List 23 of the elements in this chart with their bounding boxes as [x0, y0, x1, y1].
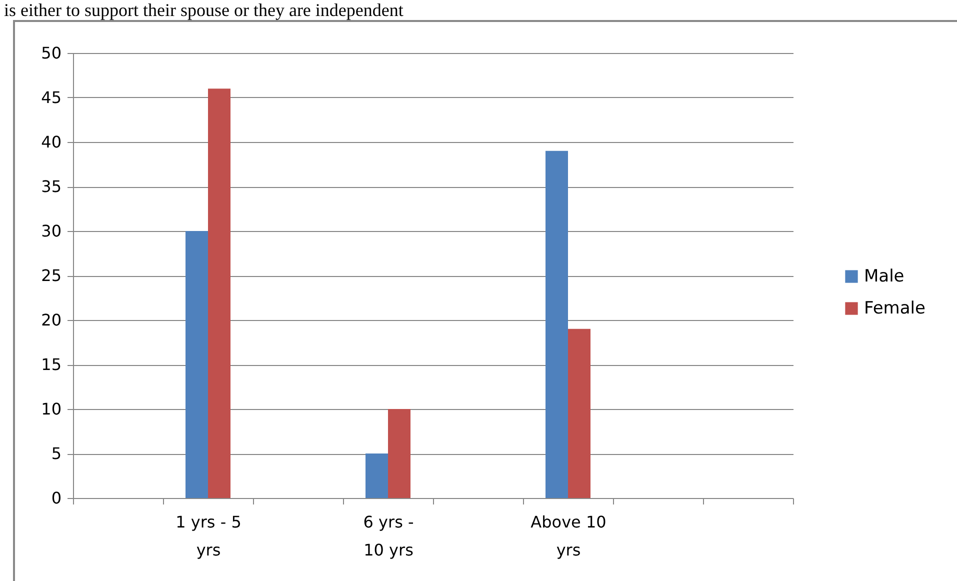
y-tick-label: 5: [51, 444, 62, 463]
y-tick-label: 45: [41, 88, 62, 107]
y-tick-label: 50: [41, 44, 62, 62]
legend-label: Female: [864, 298, 926, 318]
x-tick-label: 1 yrs - 5 yrs: [176, 512, 242, 560]
legend-label: Male: [864, 266, 904, 286]
y-tick-label: 30: [41, 222, 62, 240]
y-tick-label: 0: [51, 488, 62, 508]
bar: [186, 231, 208, 498]
bar: [208, 88, 230, 498]
bar: [568, 328, 590, 498]
bar: [388, 409, 410, 498]
y-tick-label: 20: [41, 310, 62, 330]
bar: [546, 150, 568, 498]
y-tick-label: 15: [41, 355, 62, 374]
y-tick-label: 35: [41, 177, 62, 196]
bar: [366, 454, 388, 498]
x-tick-label: 6 yrs - 10 yrs: [363, 512, 414, 560]
chart-title: is either to support their spouse or they are independent: [4, 0, 404, 20]
y-tick-label: 10: [41, 400, 62, 418]
y-tick-label: 40: [41, 132, 62, 152]
y-tick-label: 25: [41, 266, 62, 285]
x-tick-label: Above 10 yrs: [530, 512, 606, 560]
